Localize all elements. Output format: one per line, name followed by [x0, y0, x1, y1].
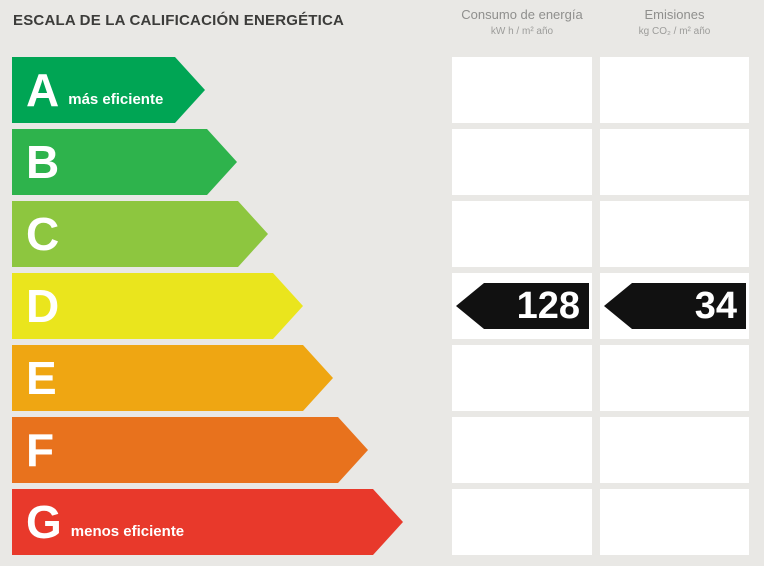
rating-arrow-e: E: [12, 345, 333, 411]
rating-rows: A más eficiente B C D: [0, 57, 764, 561]
consumo-column-header: Consumo de energía kW h / m² año: [452, 7, 592, 37]
consumo-column-title: Consumo de energía: [461, 7, 583, 22]
rating-arrow-a: A más eficiente: [12, 57, 205, 123]
rating-row-b: B: [0, 129, 764, 195]
emisiones-cell-f: [600, 417, 749, 483]
consumo-cell-e: [452, 345, 592, 411]
rating-row-g: G menos eficiente: [0, 489, 764, 555]
emisiones-column-title: Emisiones: [644, 7, 705, 22]
emisiones-value: 34: [694, 285, 737, 327]
consumo-cell-a: [452, 57, 592, 123]
efficiency-note-most: más eficiente: [68, 90, 164, 108]
rating-arrow-c: C: [12, 201, 268, 267]
rating-arrow-b: B: [12, 129, 237, 195]
emisiones-cell-d: 34: [600, 273, 749, 339]
emisiones-cell-e: [600, 345, 749, 411]
emisiones-cell-c: [600, 201, 749, 267]
rating-letter-d: D: [26, 280, 60, 332]
consumo-cell-d: 128: [452, 273, 592, 339]
page-title: ESCALA DE LA CALIFICACIÓN ENERGÉTICA: [13, 12, 345, 29]
rating-arrow-f: F: [12, 417, 368, 483]
rating-row-d: D 128 34: [0, 273, 764, 339]
consumo-cell-f: [452, 417, 592, 483]
rating-row-e: E: [0, 345, 764, 411]
rating-arrow-d: D: [12, 273, 303, 339]
consumo-value: 128: [516, 285, 580, 327]
rating-row-c: C: [0, 201, 764, 267]
rating-letter-g: G: [26, 496, 62, 548]
emisiones-cell-a: [600, 57, 749, 123]
rating-arrow-g: G menos eficiente: [12, 489, 403, 555]
efficiency-note-least: menos eficiente: [70, 522, 185, 540]
rating-row-a: A más eficiente: [0, 57, 764, 123]
rating-letter-e: E: [26, 352, 57, 404]
emisiones-cell-g: [600, 489, 749, 555]
rating-letter-c: C: [26, 208, 60, 260]
consumo-column-unit: kW h / m² año: [490, 26, 554, 37]
consumo-cell-c: [452, 201, 592, 267]
rating-letter-f: F: [26, 424, 55, 476]
rating-row-f: F: [0, 417, 764, 483]
consumo-cell-g: [452, 489, 592, 555]
emisiones-column-header: Emisiones kg CO₂ / m² año: [600, 7, 749, 37]
rating-letter-a: A: [26, 64, 60, 116]
consumo-value-badge: 128: [456, 283, 589, 329]
rating-letter-b: B: [26, 136, 60, 188]
emisiones-value-badge: 34: [604, 283, 746, 329]
consumo-cell-b: [452, 129, 592, 195]
emisiones-column-unit: kg CO₂ / m² año: [638, 26, 711, 37]
emisiones-cell-b: [600, 129, 749, 195]
